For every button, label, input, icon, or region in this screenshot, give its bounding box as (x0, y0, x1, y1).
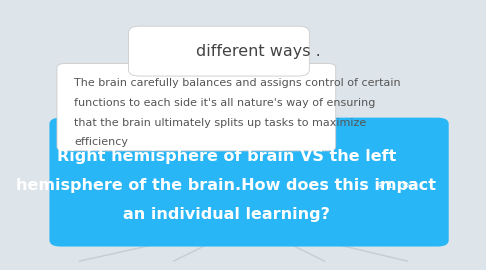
FancyBboxPatch shape (50, 118, 449, 247)
FancyBboxPatch shape (57, 64, 336, 151)
Text: ⊕ 1   ⊘ 1: ⊕ 1 ⊘ 1 (377, 181, 418, 190)
Text: Right hemisphere of brain VS the left: Right hemisphere of brain VS the left (57, 149, 396, 164)
Text: efficiency: efficiency (74, 137, 128, 147)
Text: different ways .: different ways . (196, 44, 321, 59)
Text: hemisphere of the brain.How does this impact: hemisphere of the brain.How does this im… (17, 178, 436, 193)
FancyBboxPatch shape (128, 26, 309, 76)
Text: an individual learning?: an individual learning? (123, 207, 330, 222)
Text: functions to each side it's all nature's way of ensuring: functions to each side it's all nature's… (74, 98, 375, 108)
Text: The brain carefully balances and assigns control of certain: The brain carefully balances and assigns… (74, 78, 400, 88)
Text: that the brain ultimately splits up tasks to maximize: that the brain ultimately splits up task… (74, 118, 366, 128)
